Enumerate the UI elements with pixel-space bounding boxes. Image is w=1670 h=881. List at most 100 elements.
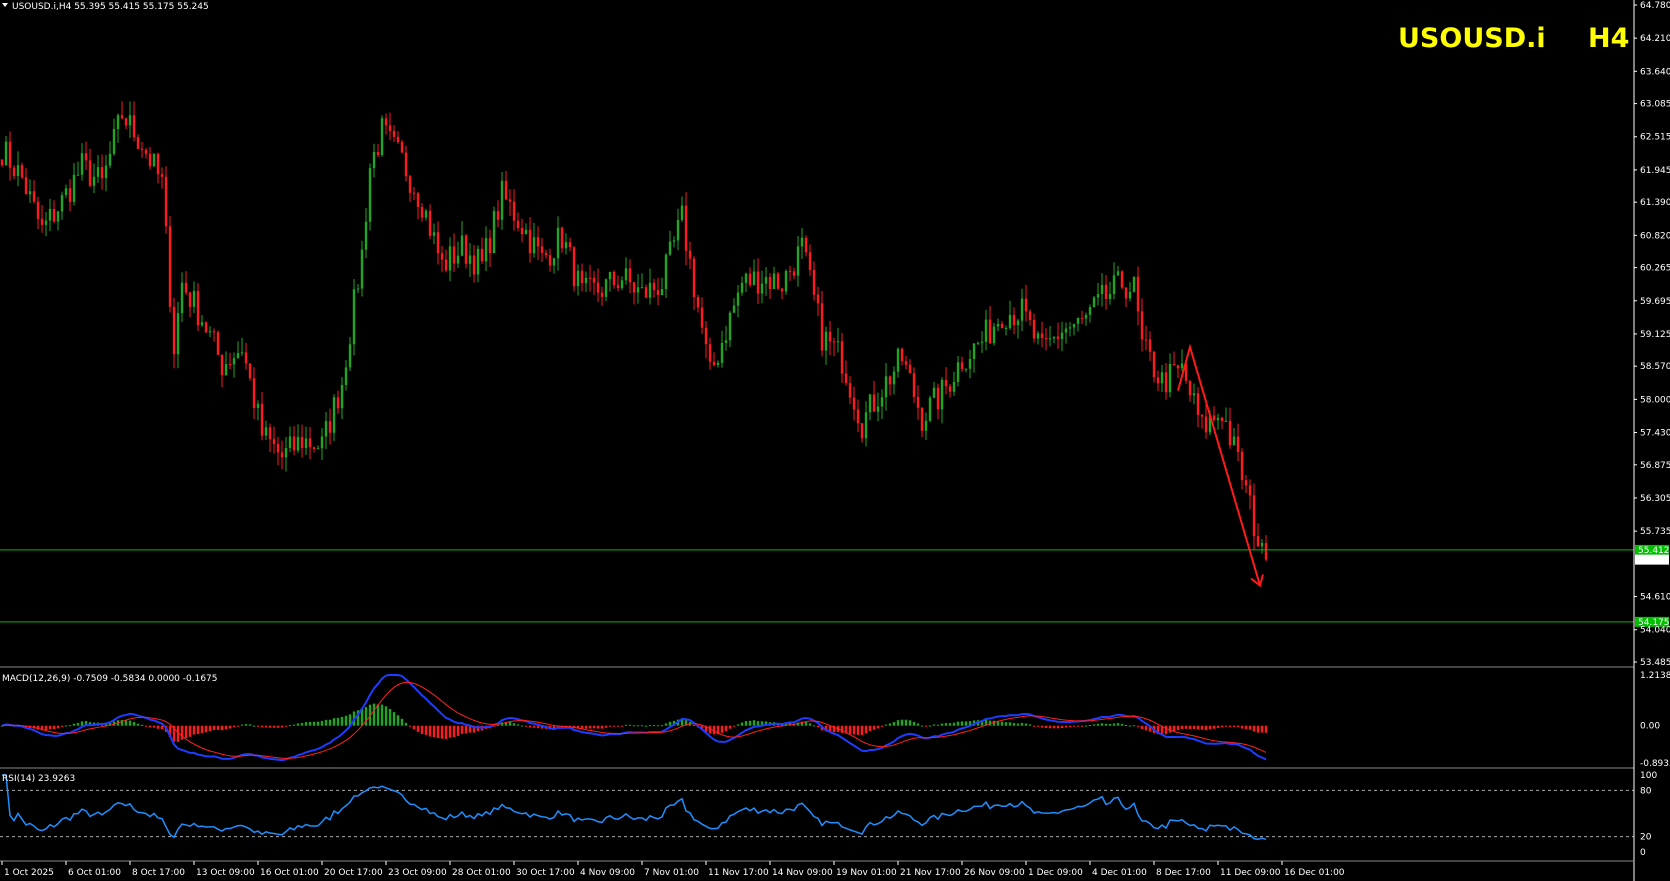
macd-histogram-bar (192, 725, 196, 735)
macd-histogram-bar (876, 725, 880, 729)
macd-histogram-bar (392, 712, 396, 726)
candle (236, 341, 240, 359)
candle (676, 208, 680, 251)
candle-body (660, 289, 664, 296)
candle-body (156, 153, 160, 175)
candle-body (1256, 536, 1260, 547)
price-axis[interactable]: 55.245 64.780 64.210 63.640 63.085 62.515 61.9… (1633, 0, 1670, 881)
macd-histogram-bar (796, 722, 800, 726)
candle-body (240, 352, 244, 354)
candle-body (812, 269, 816, 295)
candle (1188, 380, 1192, 402)
candle (172, 297, 176, 369)
candle-body (864, 412, 868, 439)
macd-histogram-bar (1064, 725, 1068, 728)
candle-body (764, 277, 768, 284)
rsi-pane (0, 774, 1634, 841)
horizontal-levels[interactable]: 55.412 54.175 (0, 544, 1670, 628)
candle (312, 446, 316, 453)
macd-histogram-bar (208, 725, 212, 732)
candle (1264, 535, 1268, 562)
candle (912, 367, 916, 403)
candle (432, 223, 436, 245)
macd-histogram-bar (124, 720, 128, 726)
candle-body (1248, 485, 1252, 496)
time-label: 21 Nov 17:00 (900, 868, 961, 878)
candle-body (108, 153, 112, 166)
candle (8, 131, 12, 181)
candle-body (1220, 417, 1224, 422)
macd-histogram-bar (1076, 725, 1080, 727)
candle-body (804, 237, 808, 253)
candle (772, 266, 776, 290)
time-label: 1 Oct 2025 (4, 868, 54, 878)
candle (540, 238, 544, 262)
macd-histogram-bar (752, 720, 756, 726)
macd-histogram-bar (1100, 723, 1104, 726)
candle (560, 226, 564, 253)
candle (664, 253, 668, 299)
time-axis[interactable]: 1 Oct 2025 6 Oct 01:00 8 Oct 17:00 13 Oct 0… (0, 860, 1634, 878)
candle (300, 424, 304, 458)
candle-body (1100, 284, 1104, 295)
candle-body (1160, 372, 1164, 384)
candle (872, 380, 876, 412)
macd-histogram-bar (832, 725, 836, 733)
candle-body (1112, 275, 1116, 294)
current-price-label: 55.245 (1638, 556, 1670, 566)
candle (552, 257, 556, 274)
candle-body (312, 447, 316, 450)
macd-histogram-bar (592, 725, 596, 729)
macd-histogram-bar (440, 725, 444, 739)
macd-histogram-bar (532, 725, 536, 728)
candle (1088, 304, 1092, 323)
candle-body (172, 306, 176, 355)
candle-body (1136, 276, 1140, 312)
macd-histogram-bar (428, 725, 432, 737)
candle-body (84, 153, 88, 161)
macd-histogram-bar (172, 725, 176, 742)
candle (964, 368, 968, 373)
candle-body (676, 219, 680, 241)
price-label: 64.780 (1640, 1, 1670, 11)
candle (160, 167, 164, 189)
candle-body (920, 407, 924, 431)
macd-histogram-bar (1060, 725, 1064, 728)
candle (492, 206, 496, 254)
trend-arrow[interactable] (1177, 343, 1264, 588)
candle (352, 279, 356, 356)
candle (52, 200, 56, 223)
macd-histogram-bar (396, 715, 400, 726)
candle (28, 179, 32, 203)
price-label: 58.000 (1640, 395, 1670, 405)
macd-histogram-bar (964, 721, 968, 726)
macd-histogram-bar (900, 719, 904, 726)
candle-body (1056, 336, 1060, 340)
macd-histogram-bar (760, 721, 764, 726)
candle (1032, 313, 1036, 343)
candle-body (908, 364, 912, 374)
candle-body (1104, 284, 1108, 299)
macd-histogram-bar (1088, 725, 1092, 727)
candle (976, 341, 980, 346)
candle (1096, 282, 1100, 306)
price-label: 64.210 (1640, 34, 1670, 44)
dropdown-triangle-icon[interactable] (2, 3, 8, 7)
level-price-tag (1635, 544, 1669, 555)
candle-body (888, 376, 892, 385)
candle (820, 290, 824, 357)
macd-histogram-bar (784, 723, 788, 726)
candle-body (456, 255, 460, 264)
candle (204, 321, 208, 334)
candle (848, 376, 852, 405)
candle-body (368, 168, 372, 222)
candle (4, 135, 8, 166)
candle-body (540, 246, 544, 253)
macd-histogram-bar (320, 720, 324, 726)
macd-histogram-bar (1180, 725, 1184, 729)
candle-body (984, 319, 988, 342)
candle (260, 391, 264, 441)
macd-histogram-bar (552, 725, 556, 730)
macd-histogram-bar (228, 725, 232, 729)
